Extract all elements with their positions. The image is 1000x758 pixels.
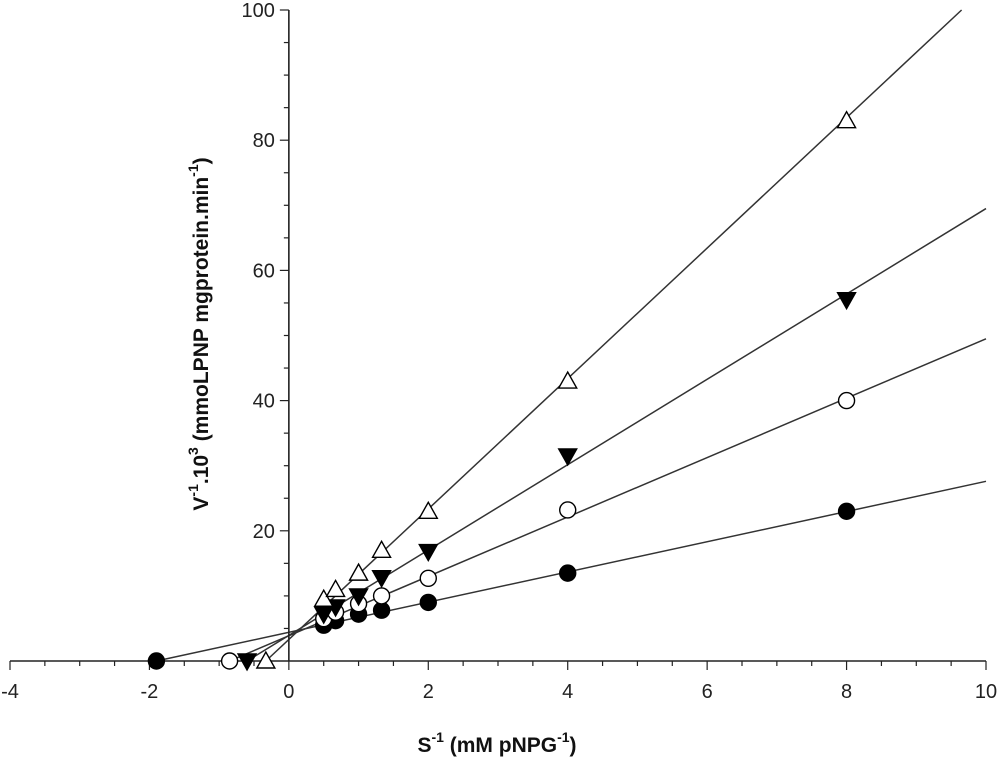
series-4-point bbox=[313, 588, 334, 607]
series-2-point bbox=[372, 587, 391, 605]
series-3-point bbox=[371, 569, 392, 589]
y-tick-label: 100 bbox=[241, 0, 274, 22]
series-3-point bbox=[836, 291, 857, 311]
x-tick-label: -2 bbox=[141, 681, 159, 703]
series-1-point bbox=[837, 502, 856, 520]
fit-lines bbox=[156, 9, 987, 662]
x-tick-label: 6 bbox=[702, 681, 713, 703]
series-3-point bbox=[418, 543, 439, 563]
series-1-point bbox=[147, 652, 166, 670]
x-tick-label: 2 bbox=[423, 681, 434, 703]
y-tick-label: 80 bbox=[253, 130, 275, 152]
series-3-point bbox=[313, 606, 334, 625]
x-tick-label: 10 bbox=[975, 681, 997, 703]
x-tick-label: 4 bbox=[562, 681, 573, 703]
series-4-point bbox=[325, 578, 346, 598]
ticks: -4 -2 0 2 4 6 8 10 20 40 60 80 100 bbox=[1, 0, 997, 703]
x-axis-title: S-1 (mM pNPG-1) bbox=[417, 729, 576, 757]
fit-line-4 bbox=[265, 9, 963, 662]
series-4-point bbox=[836, 110, 857, 129]
series-2-point bbox=[837, 391, 856, 410]
series-4-point bbox=[255, 650, 277, 669]
series-1-point bbox=[419, 593, 437, 612]
x-tick-label: -4 bbox=[1, 681, 19, 703]
y-tick-label: 60 bbox=[253, 260, 275, 282]
series-2-point bbox=[559, 501, 577, 519]
series-4-point bbox=[371, 539, 392, 559]
y-tick-label: 20 bbox=[253, 521, 275, 543]
series-2-point bbox=[419, 569, 437, 588]
series-4-point bbox=[557, 370, 578, 389]
series-1-point bbox=[372, 601, 391, 619]
series-2-point bbox=[220, 652, 239, 670]
series-4-point bbox=[348, 562, 369, 581]
fit-line-3 bbox=[246, 207, 987, 662]
axes bbox=[10, 10, 986, 662]
y-axis-title: V-1.103 (mmoLPNP mgprotein.min-1) bbox=[185, 157, 213, 510]
y-tick-label: 40 bbox=[253, 391, 275, 413]
data-markers bbox=[147, 110, 857, 672]
x-tick-label: 8 bbox=[841, 681, 852, 703]
series-3-point bbox=[236, 653, 258, 672]
series-3-point bbox=[557, 448, 578, 467]
series-4-point bbox=[418, 500, 439, 519]
series-3-point bbox=[348, 588, 369, 607]
x-tick-label: 0 bbox=[283, 681, 294, 703]
series-1-point bbox=[559, 564, 577, 582]
